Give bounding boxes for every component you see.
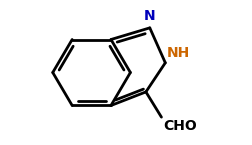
Text: NH: NH — [166, 46, 189, 60]
Text: N: N — [143, 9, 155, 23]
Text: CHO: CHO — [163, 119, 196, 133]
